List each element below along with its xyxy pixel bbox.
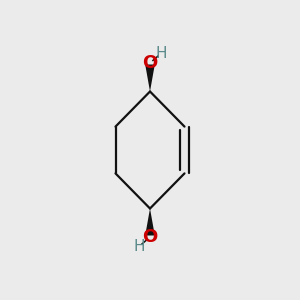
Text: O: O xyxy=(142,54,158,72)
Text: H: H xyxy=(134,239,145,254)
Polygon shape xyxy=(145,64,155,92)
Polygon shape xyxy=(145,208,155,236)
Text: O: O xyxy=(142,228,158,246)
Text: H: H xyxy=(155,46,166,61)
